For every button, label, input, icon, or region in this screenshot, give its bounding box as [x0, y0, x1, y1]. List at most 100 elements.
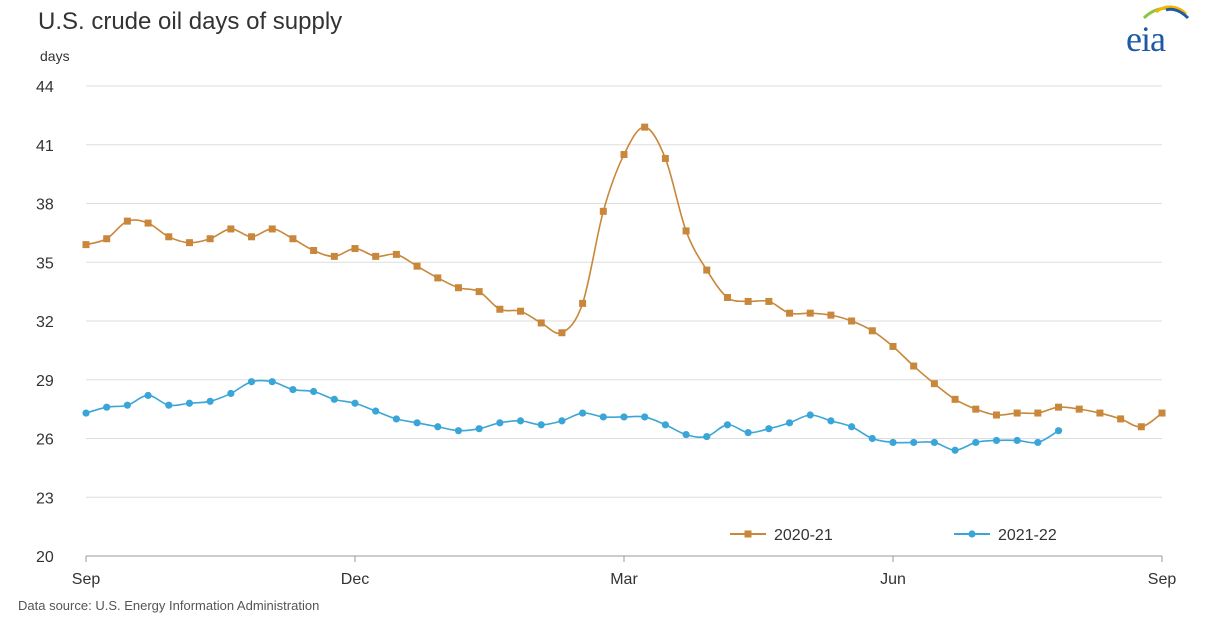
legend-item: 2020-21: [730, 527, 833, 544]
data-point: [848, 423, 856, 431]
data-point: [351, 245, 359, 253]
data-point: [620, 413, 628, 421]
data-point: [910, 438, 918, 447]
axes: 20 23 26 29 32 35 38 41 44 Sep Dec Mar Jun Sep: [36, 79, 1176, 588]
data-point: [248, 233, 256, 241]
data-point: [185, 399, 194, 407]
series-line: [85, 126, 1163, 428]
data-point: [682, 227, 690, 235]
legend-label: 2021-22: [998, 527, 1057, 544]
data-point: [868, 434, 876, 443]
data-point: [703, 266, 711, 274]
data-point: [806, 309, 814, 317]
data-point: [1034, 409, 1042, 417]
data-point: [496, 305, 504, 313]
data-point: [1034, 438, 1042, 447]
data-point: [992, 436, 1001, 445]
data-point: [227, 225, 235, 233]
data-point: [848, 317, 856, 325]
data-point: [413, 419, 421, 427]
data-point: [910, 362, 918, 370]
data-point: [185, 239, 193, 247]
x-tick-label: Sep: [1148, 571, 1177, 588]
data-point: [641, 413, 649, 421]
data-point: [227, 389, 235, 398]
data-point: [620, 151, 628, 159]
data-point: [516, 417, 525, 425]
data-point: [641, 123, 649, 131]
data-point: [579, 299, 587, 307]
data-point: [103, 403, 111, 411]
data-point: [972, 438, 980, 447]
data-point: [723, 294, 731, 301]
data-point: [930, 380, 938, 388]
data-point: [537, 319, 545, 327]
data-point: [268, 378, 276, 386]
data-source-note: Data source: U.S. Energy Information Adm…: [18, 598, 320, 613]
x-tick-label: Sep: [72, 571, 101, 588]
x-tick-label: Dec: [341, 571, 369, 588]
y-tick-label: 41: [36, 138, 54, 155]
data-point: [951, 395, 959, 403]
data-point: [558, 417, 566, 425]
data-point: [579, 409, 587, 417]
data-point: [517, 307, 525, 315]
data-point: [82, 409, 90, 417]
x-tick-label: Jun: [880, 571, 906, 588]
data-point: [661, 154, 669, 162]
data-point: [310, 247, 318, 254]
data-point: [1158, 409, 1166, 417]
data-point: [744, 297, 752, 305]
data-point: [827, 417, 835, 425]
data-point: [1013, 409, 1021, 417]
data-point: [330, 252, 338, 260]
data-point: [206, 397, 214, 405]
data-point: [247, 378, 256, 386]
data-point: [599, 413, 607, 421]
series: [82, 123, 1166, 454]
data-point: [889, 438, 897, 447]
data-point: [206, 235, 214, 243]
data-point: [599, 207, 607, 215]
data-point: [744, 429, 752, 437]
eia-logo-text: eia: [1126, 19, 1166, 59]
legend: 2020-21 2021-22: [730, 527, 1057, 544]
eia-logo-swoosh-icon: [1142, 5, 1190, 20]
data-point: [123, 401, 131, 409]
data-point: [165, 233, 173, 241]
data-point: [289, 385, 297, 394]
chart-title: U.S. crude oil days of supply: [38, 8, 343, 35]
data-point: [1075, 405, 1083, 413]
data-point: [785, 419, 794, 427]
data-point: [392, 250, 400, 258]
data-point: [372, 407, 380, 415]
data-point: [475, 425, 483, 433]
data-point: [868, 327, 876, 335]
data-point: [723, 421, 732, 429]
data-point: [268, 225, 276, 233]
data-point: [434, 274, 442, 282]
data-point: [661, 421, 669, 429]
data-point: [806, 411, 814, 419]
data-point: [1137, 423, 1145, 431]
data-point: [765, 297, 773, 305]
data-point: [992, 411, 1000, 419]
y-tick-label: 29: [36, 373, 54, 390]
data-point: [889, 342, 897, 350]
data-point: [330, 395, 338, 403]
y-tick-label: 32: [36, 314, 54, 331]
data-point: [537, 421, 545, 429]
data-point: [827, 311, 835, 319]
data-point: [392, 415, 400, 423]
y-tick-label: 44: [36, 79, 54, 96]
y-tick-label: 23: [36, 490, 54, 507]
data-point: [558, 329, 566, 337]
legend-marker: [744, 530, 752, 538]
y-tick-label: 20: [36, 549, 54, 566]
data-point: [454, 284, 462, 292]
data-point: [454, 427, 463, 435]
data-point: [786, 309, 794, 317]
x-tick-label: Mar: [610, 571, 638, 588]
series-2020-21: [82, 123, 1166, 431]
data-point: [144, 219, 152, 227]
